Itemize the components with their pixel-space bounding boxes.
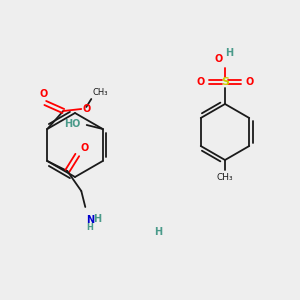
Text: N: N [86,215,94,225]
Text: O: O [80,143,88,153]
Text: S: S [221,77,229,87]
Text: CH₃: CH₃ [217,173,233,182]
Text: H: H [154,227,162,237]
Text: O: O [82,104,91,114]
Text: H: H [93,214,101,224]
Text: O: O [197,77,205,87]
Text: O: O [215,54,223,64]
Text: O: O [39,89,47,99]
Text: O: O [245,77,253,87]
Text: H: H [86,223,93,232]
Text: CH₃: CH₃ [92,88,108,97]
Text: H: H [225,48,233,58]
Text: HO: HO [64,119,81,129]
